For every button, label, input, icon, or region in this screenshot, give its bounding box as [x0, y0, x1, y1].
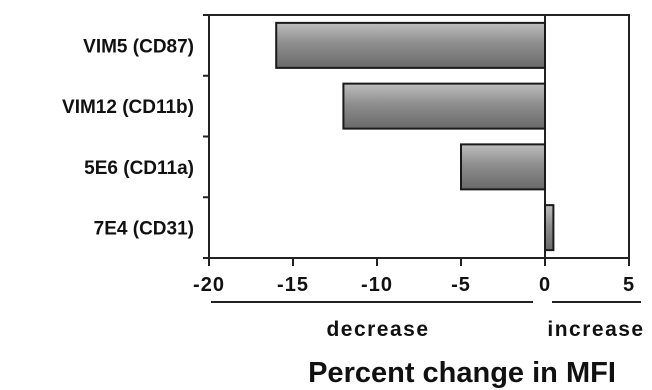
- category-labels: VIM5 (CD87) VIM12 (CD11b) 5E6 (CD11a) 7E4 (…: [62, 36, 194, 239]
- category-label: 5E6 (CD11a): [84, 158, 194, 179]
- increase-label: increase: [547, 318, 644, 341]
- x-tick-label: -15: [277, 274, 309, 296]
- bar: [461, 144, 545, 189]
- x-tick-label: 5: [623, 274, 635, 296]
- x-tick-label: -10: [361, 274, 393, 296]
- x-tick-label: -20: [193, 274, 225, 296]
- x-axis-ticks: [209, 258, 629, 266]
- bar: [276, 23, 545, 68]
- bars: [276, 23, 553, 250]
- x-axis-title: Percent change in MFI: [308, 357, 616, 389]
- decrease-label: decrease: [326, 318, 429, 341]
- category-label: VIM12 (CD11b): [62, 97, 194, 118]
- category-label: 7E4 (CD31): [94, 219, 194, 240]
- x-tick-label: -5: [451, 274, 471, 296]
- x-tick-label: 0: [539, 274, 551, 296]
- category-label: VIM5 (CD87): [83, 36, 194, 57]
- x-axis-tick-labels: -20 -15 -10 -5 0 5: [193, 274, 635, 296]
- bar: [545, 205, 553, 250]
- bar: [343, 84, 545, 129]
